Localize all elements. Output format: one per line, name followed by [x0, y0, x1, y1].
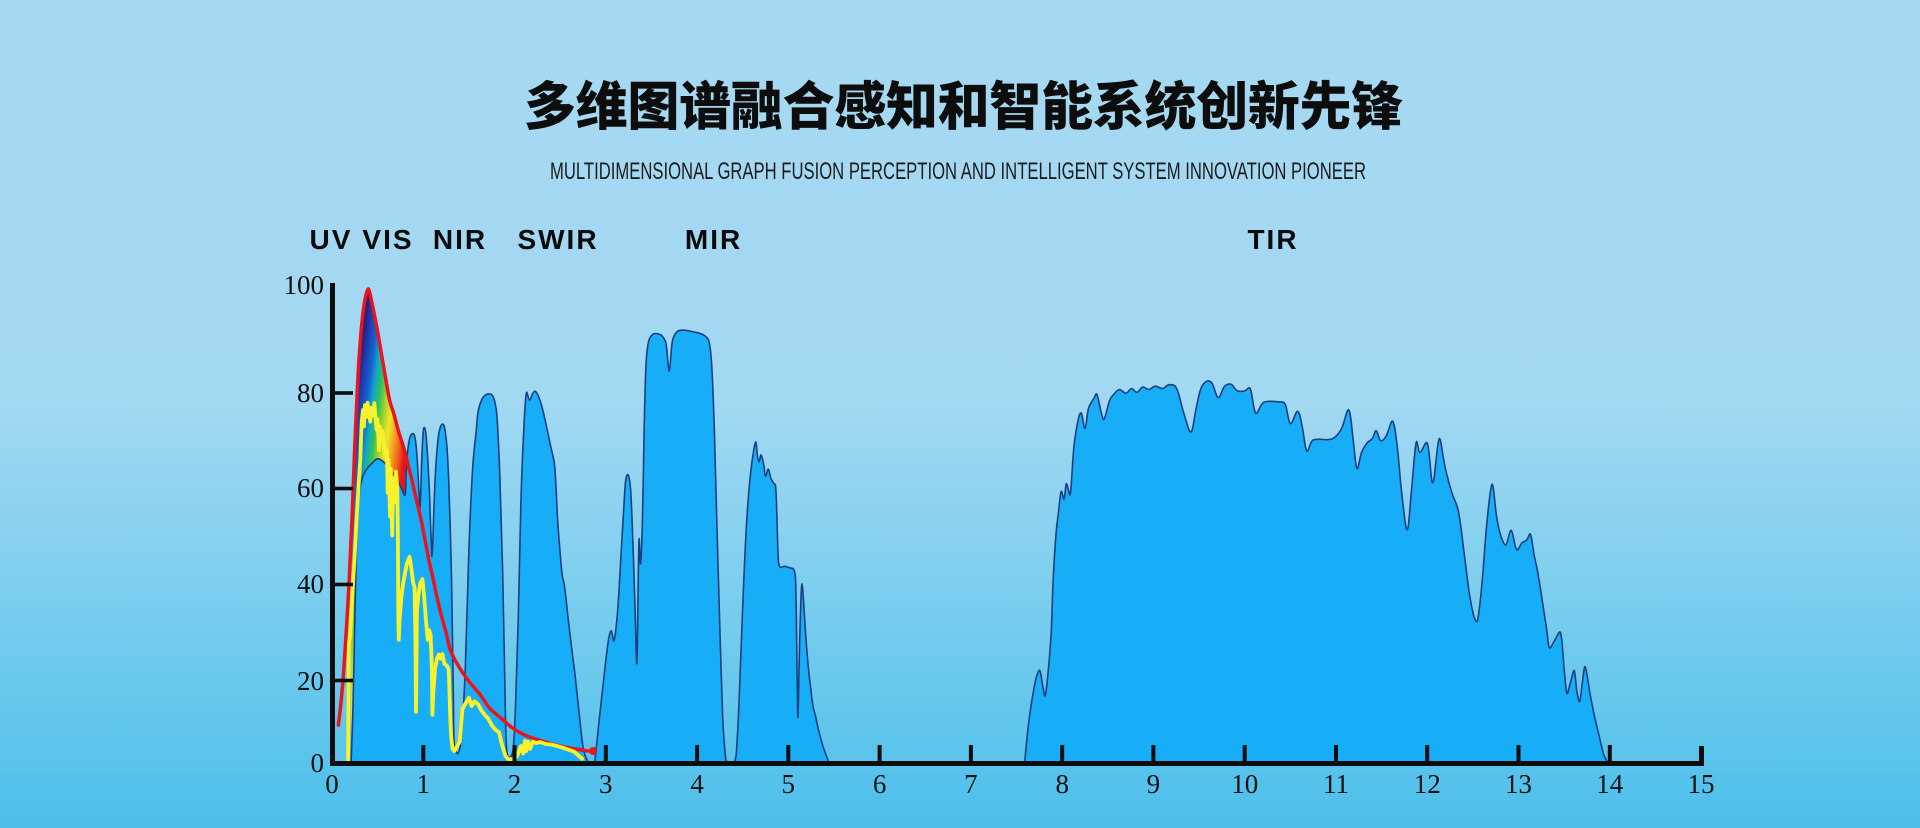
- svg-text:4: 4: [690, 769, 704, 799]
- svg-text:60: 60: [297, 473, 324, 503]
- svg-text:VIS: VIS: [362, 224, 413, 255]
- svg-text:2: 2: [508, 769, 522, 799]
- svg-text:80: 80: [297, 378, 324, 408]
- svg-text:9: 9: [1147, 769, 1161, 799]
- svg-text:NIR: NIR: [433, 224, 487, 255]
- svg-text:15: 15: [1688, 769, 1715, 799]
- svg-text:3: 3: [599, 769, 613, 799]
- svg-text:20: 20: [297, 666, 324, 696]
- svg-text:TIR: TIR: [1247, 224, 1298, 255]
- svg-text:1: 1: [417, 769, 431, 799]
- svg-text:11: 11: [1323, 769, 1349, 799]
- svg-text:14: 14: [1596, 769, 1624, 799]
- svg-text:13: 13: [1505, 769, 1532, 799]
- svg-text:7: 7: [964, 769, 978, 799]
- svg-text:MIR: MIR: [685, 224, 742, 255]
- svg-text:SWIR: SWIR: [517, 224, 598, 255]
- svg-text:0: 0: [325, 769, 339, 799]
- svg-text:MULTIDIMENSIONAL GRAPH FUSION: MULTIDIMENSIONAL GRAPH FUSION PERCEPTION…: [550, 158, 1366, 185]
- svg-text:100: 100: [284, 270, 325, 300]
- svg-text:UV: UV: [310, 224, 353, 255]
- svg-text:6: 6: [873, 769, 887, 799]
- svg-text:12: 12: [1414, 769, 1441, 799]
- svg-text:5: 5: [782, 769, 796, 799]
- svg-text:8: 8: [1055, 769, 1069, 799]
- svg-text:0: 0: [311, 748, 325, 778]
- svg-text:40: 40: [297, 569, 324, 599]
- svg-text:10: 10: [1231, 769, 1258, 799]
